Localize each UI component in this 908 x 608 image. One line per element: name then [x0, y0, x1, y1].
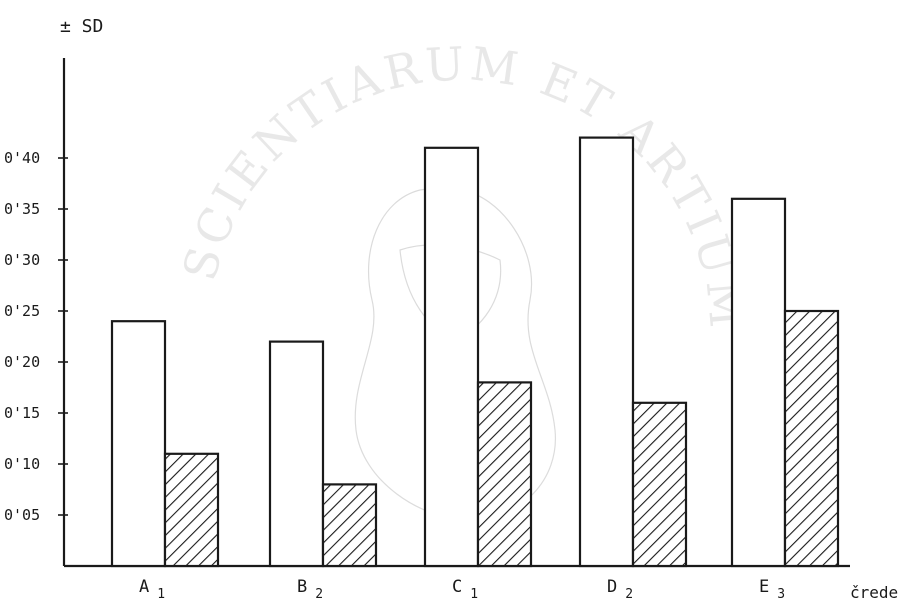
category-letter: E — [759, 577, 771, 597]
bar-hatched — [163, 452, 220, 568]
y-tick-label: 0'20 — [4, 353, 40, 371]
category-subscript: 2 — [315, 587, 325, 602]
y-tick-label: 0'25 — [4, 302, 40, 320]
y-axis-title: ± SD — [60, 16, 103, 37]
bar-hatched — [631, 401, 688, 568]
category-subscript: 3 — [777, 587, 787, 602]
bar-open — [268, 340, 325, 568]
y-axis-ticks: 0'05 0'10 0'15 0'20 0'25 0'30 0'35 0'40 — [4, 149, 68, 524]
category-subscript: 1 — [157, 587, 167, 602]
bar-open — [730, 197, 787, 568]
category-letter: A — [139, 577, 151, 597]
bar-hatched — [476, 381, 533, 568]
category-subscript: 2 — [625, 587, 635, 602]
y-tick-label: 0'15 — [4, 404, 40, 422]
y-tick-label: 0'05 — [4, 506, 40, 524]
y-tick-label: 0'30 — [4, 251, 40, 269]
bar-hatched — [783, 309, 840, 568]
bar-open — [578, 136, 635, 568]
bar-open — [110, 320, 167, 568]
category-letter: D — [607, 577, 619, 597]
bars — [110, 136, 840, 568]
bar-open — [423, 146, 480, 568]
category-letter: C — [452, 577, 464, 597]
bar-hatched — [321, 483, 378, 568]
y-tick-label: 0'40 — [4, 149, 40, 167]
category-letter: B — [297, 577, 309, 597]
category-subscript: 1 — [470, 587, 480, 602]
x-axis-title: črede — [850, 583, 898, 602]
y-tick-label: 0'10 — [4, 455, 40, 473]
y-tick-label: 0'35 — [4, 200, 40, 218]
